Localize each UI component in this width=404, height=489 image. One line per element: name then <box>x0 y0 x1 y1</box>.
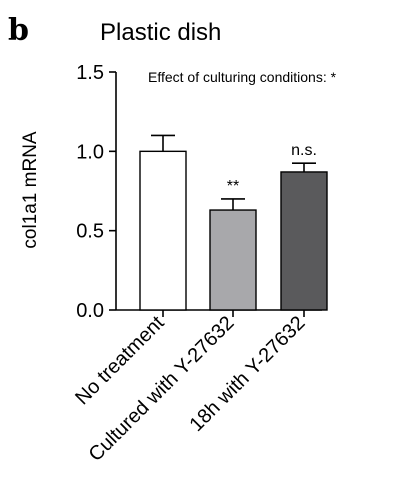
effect-annotation: Effect of culturing conditions: * <box>148 69 337 85</box>
panel-label: b <box>8 13 29 48</box>
y-tick-label: 1.0 <box>76 141 104 163</box>
y-tick-label: 1.5 <box>76 62 104 84</box>
significance-label: n.s. <box>291 142 317 159</box>
bar <box>209 209 257 311</box>
x-category-label: Cultured with Y-27632 <box>85 312 239 466</box>
significance-label: ** <box>227 178 239 195</box>
y-axis-label: col1a1 mRNA <box>20 131 41 249</box>
bar <box>139 150 187 311</box>
bar <box>280 171 328 311</box>
y-tick-label: 0.5 <box>76 221 104 243</box>
chart-title: Plastic dish <box>100 19 221 46</box>
y-tick-label: 0.0 <box>76 300 104 322</box>
